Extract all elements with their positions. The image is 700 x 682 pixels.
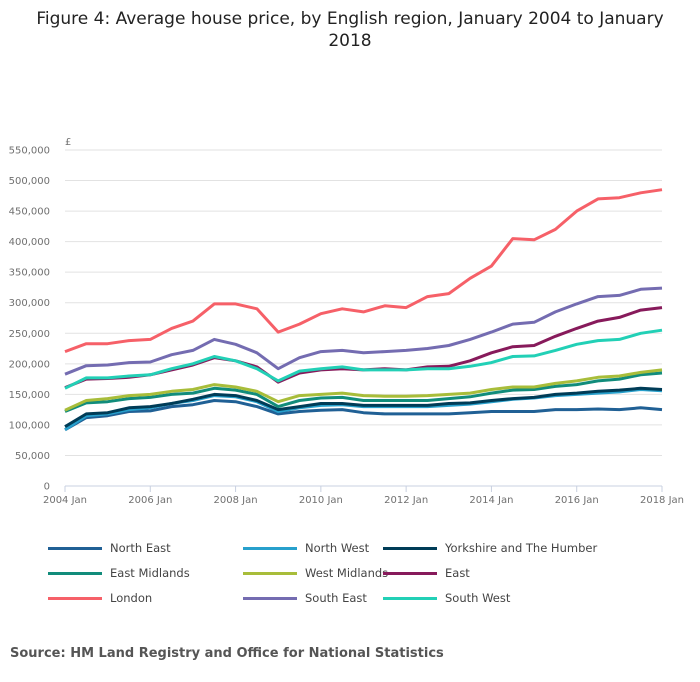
legend-item: West Midlands	[243, 566, 388, 580]
legend-item: London	[48, 591, 152, 605]
source-note: Source: HM Land Registry and Office for …	[10, 646, 444, 661]
legend-item: North West	[243, 541, 369, 555]
y-axis-label: £	[65, 137, 71, 148]
y-tick-label: 500,000	[9, 176, 50, 187]
series-line-east-midlands	[64, 371, 663, 413]
legend-swatch	[48, 596, 102, 600]
y-tick-label: 0	[44, 482, 50, 493]
y-tick-label: 350,000	[9, 268, 50, 279]
x-tick-label: 2008 Jan	[214, 495, 258, 506]
legend-item: East	[383, 566, 470, 580]
legend-swatch	[48, 571, 102, 575]
y-tick-label: 250,000	[9, 329, 50, 340]
legend-label: London	[110, 591, 153, 605]
series-line-north-east	[64, 399, 663, 432]
legend-item: East Midlands	[48, 566, 190, 580]
y-tick-label: 400,000	[9, 237, 50, 248]
x-tick-label: 2016 Jan	[555, 495, 599, 506]
legend-swatch	[383, 571, 437, 575]
legend-swatch	[48, 546, 102, 550]
y-tick-label: 200,000	[9, 359, 50, 370]
y-tick-label: 300,000	[9, 298, 50, 309]
legend-label: East Midlands	[110, 566, 190, 580]
x-tick-label: 2004 Jan	[43, 495, 87, 506]
legend-label: Yorkshire and The Humber	[445, 541, 598, 555]
series-line-london	[64, 188, 663, 354]
x-tick-label: 2014 Jan	[469, 495, 513, 506]
y-tick-label: 100,000	[9, 420, 50, 431]
chart-title: Figure 4: Average house price, by Englis…	[36, 9, 664, 51]
y-tick-label: 550,000	[9, 146, 50, 157]
y-tick-label: 450,000	[9, 207, 50, 218]
y-tick-label: 50,000	[15, 451, 50, 462]
x-tick-label: 2018 Jan	[640, 495, 684, 506]
legend-label: East	[445, 566, 470, 580]
series-line-south-west	[64, 328, 663, 390]
legend-swatch	[383, 596, 437, 600]
legend-item: South East	[243, 591, 367, 605]
x-tick-label: 2010 Jan	[299, 495, 343, 506]
legend-item: Yorkshire and The Humber	[383, 541, 597, 555]
x-tick-label: 2006 Jan	[128, 495, 172, 506]
legend-item: South West	[383, 591, 510, 605]
legend-swatch	[383, 546, 437, 550]
series-line-south-east	[64, 286, 663, 376]
gridlines	[65, 149, 662, 487]
x-tick-label: 2012 Jan	[384, 495, 428, 506]
series-line-east	[64, 306, 663, 389]
legend-swatch	[243, 546, 297, 550]
axes: 0 50,000 100,000 150,000 200,000 250,000 300,0…	[9, 137, 684, 506]
series-lines	[64, 188, 663, 432]
legend-swatch	[243, 596, 297, 600]
series-line-yorkshire-and-the-humber	[64, 386, 663, 428]
legend-item: North East	[48, 541, 171, 555]
legend-swatch	[243, 571, 297, 575]
y-tick-label: 150,000	[9, 390, 50, 401]
legend-label: West Midlands	[305, 566, 389, 580]
legend-label: North West	[305, 541, 370, 555]
legend-label: South East	[305, 591, 367, 605]
legend-label: North East	[110, 541, 171, 555]
legend-label: South West	[445, 591, 511, 605]
series-line-west-midlands	[64, 368, 663, 412]
